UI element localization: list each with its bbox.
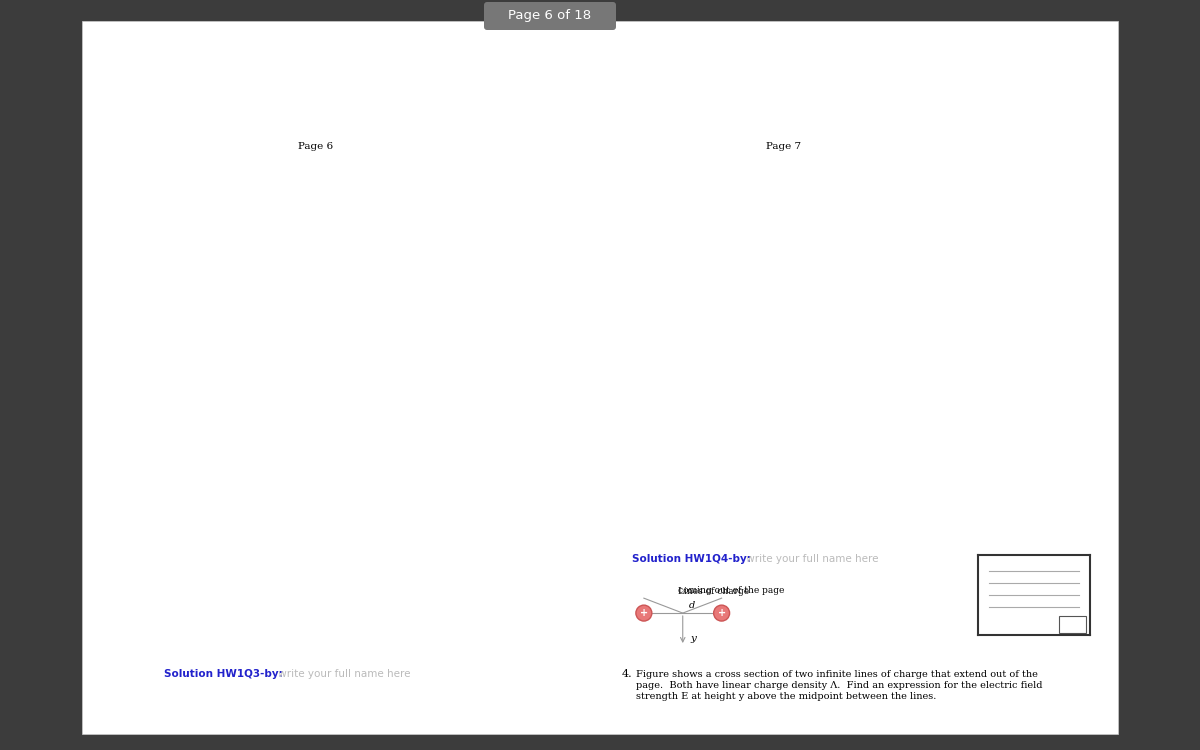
Text: write your full name here: write your full name here bbox=[275, 669, 410, 679]
Text: +: + bbox=[718, 608, 726, 618]
Text: Figure shows a cross section of two infinite lines of charge that extend out of : Figure shows a cross section of two infi… bbox=[636, 670, 1038, 679]
FancyBboxPatch shape bbox=[484, 2, 616, 30]
Text: +: + bbox=[640, 608, 648, 618]
Text: page.  Both have linear charge density Λ.  Find an expression for the electric f: page. Both have linear charge density Λ.… bbox=[636, 681, 1043, 690]
Text: y: y bbox=[690, 634, 696, 644]
Text: Page 6: Page 6 bbox=[299, 142, 334, 152]
Bar bbox=[1058, 616, 1086, 634]
Text: strength E at height y above the midpoint between the lines.: strength E at height y above the midpoin… bbox=[636, 692, 936, 700]
Text: 4.: 4. bbox=[622, 669, 632, 679]
Text: write your full name here: write your full name here bbox=[743, 554, 878, 564]
Text: d: d bbox=[689, 601, 695, 610]
Text: Solution HW1Q4-by:: Solution HW1Q4-by: bbox=[632, 554, 751, 564]
Ellipse shape bbox=[636, 605, 652, 621]
Text: Page 7: Page 7 bbox=[766, 142, 800, 152]
Text: coming out of the page: coming out of the page bbox=[678, 586, 784, 595]
Text: Lines of charge: Lines of charge bbox=[678, 587, 749, 596]
Text: Page 6 of 18: Page 6 of 18 bbox=[509, 10, 592, 22]
Text: Solution HW1Q3-by:: Solution HW1Q3-by: bbox=[164, 669, 283, 679]
Ellipse shape bbox=[714, 605, 730, 621]
